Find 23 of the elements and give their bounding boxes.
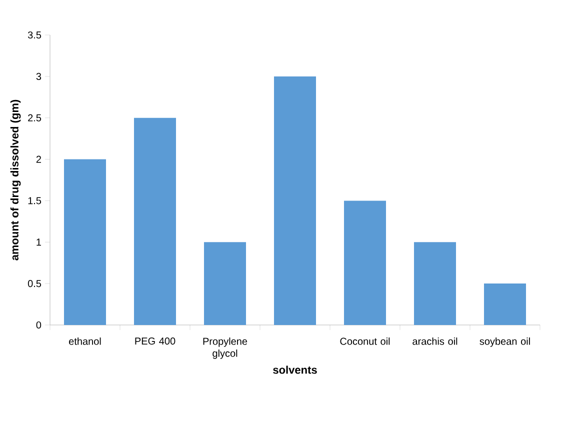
x-tick-label: PEG 400 xyxy=(135,338,176,345)
x-tick-label: Coconut oil xyxy=(340,338,390,345)
y-tick-label: 0.5 xyxy=(28,280,42,288)
x-tick-label: ethanol xyxy=(69,338,101,345)
x-tick-label: arachis oil xyxy=(412,338,458,345)
bar xyxy=(134,118,176,325)
bar xyxy=(204,242,246,325)
bar xyxy=(484,284,526,325)
bar xyxy=(344,200,386,325)
x-axis-title: solvents xyxy=(273,366,317,374)
x-tick-label: soybean oil xyxy=(480,338,530,347)
y-tick-label: 3 xyxy=(36,72,42,80)
bar xyxy=(414,242,456,325)
x-tick-label: Propylene glycol xyxy=(203,338,248,359)
y-tick-label: 1.5 xyxy=(28,197,42,204)
bar xyxy=(274,76,316,325)
y-tick-label: 1 xyxy=(36,238,41,246)
y-tick-label: 2.5 xyxy=(28,114,42,122)
bar xyxy=(64,159,106,325)
y-axis-title: amount of drug dissolved (gm) xyxy=(10,100,21,260)
y-tick-label: 2 xyxy=(36,156,41,163)
y-tick-label: 3.5 xyxy=(28,31,42,39)
y-tick-label: 0 xyxy=(36,321,42,329)
